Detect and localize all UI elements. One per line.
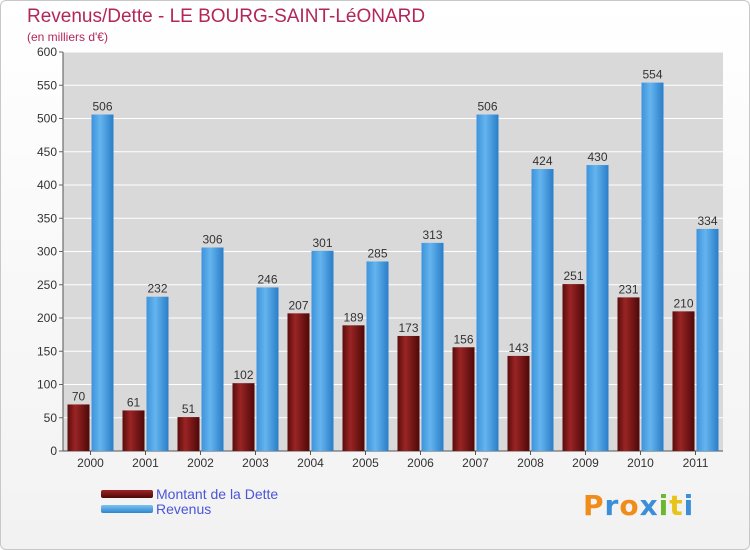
logo-letter: x: [639, 489, 659, 522]
x-tick-label: 2006: [407, 456, 434, 470]
y-tick-label: 100: [37, 378, 57, 392]
debt-value-label: 70: [72, 389, 86, 403]
legend-label-revenue: Revenus: [156, 501, 212, 517]
revenue-value-label: 424: [532, 154, 552, 168]
y-tick-label: 400: [37, 178, 57, 192]
revenue-value-label: 506: [92, 100, 112, 114]
debt-bar: [397, 335, 420, 451]
y-tick-label: 150: [37, 344, 57, 358]
debt-value-label: 156: [453, 332, 473, 346]
logo-letter: o: [619, 489, 640, 522]
debt-value-label: 61: [127, 395, 141, 409]
logo-letter: t: [669, 489, 684, 522]
revenue-bar: [641, 82, 664, 451]
debt-value-label: 143: [508, 341, 528, 355]
x-tick-label: 2009: [572, 456, 599, 470]
logo-letter: r: [604, 489, 620, 522]
revenue-bar: [531, 169, 554, 452]
debt-value-label: 231: [618, 282, 638, 296]
x-tick-label: 2003: [242, 456, 269, 470]
revenue-value-label: 430: [587, 150, 607, 164]
revenue-bar: [586, 165, 609, 452]
revenue-bar: [421, 242, 444, 451]
revenue-value-label: 285: [367, 246, 387, 260]
revenue-value-label: 246: [257, 272, 277, 286]
revenue-value-label: 232: [147, 282, 167, 296]
debt-value-label: 189: [343, 310, 363, 324]
revenue-bar: [256, 287, 279, 451]
debt-value-label: 251: [563, 269, 583, 283]
proxiti-logo: Proxiti: [583, 489, 693, 525]
x-tick-label: 2007: [462, 456, 489, 470]
x-tick-label: 2011: [683, 456, 709, 470]
debt-bar: [342, 325, 365, 451]
legend-swatch-debt: [101, 490, 153, 498]
debt-bar: [562, 284, 585, 451]
revenue-bar: [201, 247, 224, 451]
y-tick-label: 0: [50, 444, 57, 458]
debt-bar: [287, 313, 310, 451]
logo-letter: i: [683, 489, 695, 522]
debt-bar: [617, 297, 640, 451]
debt-bar: [452, 347, 475, 451]
revenue-value-label: 554: [642, 68, 662, 82]
debt-bar: [67, 404, 90, 451]
logo-letter: i: [658, 489, 670, 522]
x-tick-label: 2004: [297, 456, 324, 470]
revenue-bar: [696, 228, 719, 451]
debt-bar: [122, 410, 145, 451]
x-tick-label: 2010: [627, 456, 654, 470]
revenue-value-label: 306: [202, 233, 222, 247]
debt-value-label: 102: [233, 368, 253, 382]
debt-value-label: 51: [182, 402, 196, 416]
debt-value-label: 207: [288, 298, 308, 312]
x-tick-label: 2001: [132, 456, 159, 470]
debt-bar: [672, 311, 695, 451]
revenue-value-label: 334: [697, 214, 717, 228]
revenue-value-label: 313: [422, 228, 442, 242]
x-tick-label: 2002: [187, 456, 214, 470]
x-tick-label: 2008: [517, 456, 544, 470]
y-tick-label: 250: [37, 278, 57, 292]
revenue-bar: [311, 250, 334, 451]
revenue-value-label: 506: [477, 100, 497, 114]
legend-label-debt: Montant de la Dette: [156, 486, 279, 502]
debt-bar: [177, 417, 200, 451]
revenue-bar: [366, 261, 389, 451]
chart-subtitle: (en milliers d'€): [27, 30, 108, 44]
y-tick-label: 200: [37, 311, 57, 325]
revenue-bar: [476, 114, 499, 451]
debt-bar: [232, 383, 255, 451]
revenue-bar: [146, 296, 169, 451]
y-tick-label: 600: [37, 45, 57, 59]
y-tick-label: 350: [37, 211, 57, 225]
debt-bar: [507, 355, 530, 451]
y-tick-label: 50: [44, 411, 58, 425]
revenue-value-label: 301: [312, 236, 332, 250]
y-tick-label: 450: [37, 145, 57, 159]
y-tick-label: 550: [37, 78, 57, 92]
y-tick-label: 300: [37, 245, 57, 259]
chart-title: Revenus/Dette - LE BOURG-SAINT-LéONARD: [27, 6, 426, 27]
y-tick-label: 500: [37, 112, 57, 126]
x-tick-label: 2000: [77, 456, 104, 470]
x-tick-label: 2005: [352, 456, 379, 470]
revenue-bar: [91, 114, 114, 451]
debt-value-label: 173: [398, 321, 418, 335]
logo-letter: P: [583, 489, 605, 522]
debt-value-label: 210: [673, 296, 693, 310]
legend-swatch-revenue: [101, 505, 153, 513]
